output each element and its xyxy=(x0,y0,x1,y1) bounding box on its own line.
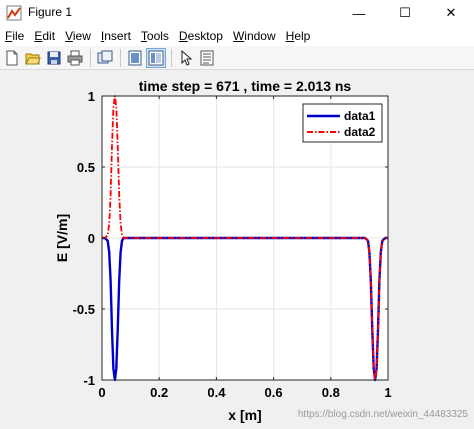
menu-help-mnemonic: H xyxy=(285,29,295,43)
menu-help[interactable]: Help xyxy=(281,29,316,43)
print-button[interactable] xyxy=(65,48,85,68)
watermark-text: https://blog.csdn.net/weixin_44483325 xyxy=(297,409,468,420)
menu-insert-label: nsert xyxy=(104,29,131,43)
plot-lines xyxy=(102,95,388,382)
x-tick-label: 1 xyxy=(384,385,391,400)
legend[interactable]: data1 data2 xyxy=(302,103,383,143)
edit-plot-button[interactable] xyxy=(176,48,196,68)
menu-edit-mnemonic: E xyxy=(34,29,43,43)
figure-canvas: time step = 671 , time = 2.013 ns 0 0.2 0.… xyxy=(0,71,474,424)
new-figure-button[interactable] xyxy=(2,48,22,68)
legend-box xyxy=(302,103,383,143)
x-tick-label: 0.2 xyxy=(150,385,168,400)
menu-tools-label: ools xyxy=(146,29,169,43)
menu-bar: File Edit View Insert Tools Desktop Wind… xyxy=(0,26,474,46)
hide-plot-tools-icon xyxy=(128,50,142,65)
menu-file-label: ile xyxy=(12,29,25,43)
matlab-figure-icon xyxy=(6,5,22,21)
show-plot-tools-icon xyxy=(148,50,164,65)
open-file-button[interactable] xyxy=(23,48,43,68)
print-icon xyxy=(67,50,83,65)
menu-insert[interactable]: Insert xyxy=(96,29,136,43)
property-inspector-button[interactable] xyxy=(197,48,217,68)
y-tick-label: 0.5 xyxy=(77,160,95,175)
menu-view[interactable]: View xyxy=(60,29,96,43)
property-inspector-icon xyxy=(200,50,214,65)
open-file-icon xyxy=(25,53,41,64)
close-button[interactable]: ✕ xyxy=(445,5,457,20)
menu-view-mnemonic: V xyxy=(65,29,73,43)
menu-help-label: elp xyxy=(294,29,311,43)
y-axis-label: E [V/m] xyxy=(54,214,70,262)
menu-desktop[interactable]: Desktop xyxy=(174,29,228,43)
menu-view-label: iew xyxy=(72,29,91,43)
x-tick-label: 0 xyxy=(98,385,105,400)
series-line-data2 xyxy=(102,95,388,381)
toolbar-separator xyxy=(171,48,172,67)
save-icon xyxy=(47,51,61,64)
figure-toolbar xyxy=(0,46,474,70)
menu-edit[interactable]: Edit xyxy=(29,29,60,43)
window-title: Figure 1 xyxy=(28,5,73,19)
save-button[interactable] xyxy=(44,48,64,68)
menu-window-label: indow xyxy=(244,29,276,43)
menu-file[interactable]: File xyxy=(0,29,29,43)
toolbar-separator xyxy=(120,48,121,67)
legend-label-data2: data2 xyxy=(344,125,376,139)
link-plot-icon xyxy=(97,50,113,63)
menu-edit-label: dit xyxy=(42,29,56,43)
x-tick-label: 0.4 xyxy=(207,385,226,400)
x-tick-label: 0.6 xyxy=(265,385,283,400)
x-tick-label: 0.8 xyxy=(322,385,340,400)
menu-desktop-label: esktop xyxy=(187,29,223,43)
y-tick-label: -0.5 xyxy=(73,302,95,317)
hide-plot-tools-button[interactable] xyxy=(125,48,145,68)
menu-desktop-mnemonic: D xyxy=(178,29,188,43)
link-plot-button[interactable] xyxy=(95,48,115,68)
menu-window-mnemonic: W xyxy=(232,29,245,43)
y-tick-label: 1 xyxy=(88,89,95,104)
line-chart: time step = 671 , time = 2.013 ns 0 0.2 0.… xyxy=(54,78,392,423)
menu-tools[interactable]: Tools xyxy=(136,29,174,43)
window-titlebar: Figure 1 — ☐ ✕ xyxy=(0,0,474,27)
menu-file-mnemonic: F xyxy=(5,29,13,43)
new-figure-icon xyxy=(6,50,18,65)
menu-tools-mnemonic: T xyxy=(140,29,147,43)
show-plot-tools-button[interactable] xyxy=(146,47,166,68)
x-axis-label: x [m] xyxy=(228,407,261,423)
edit-plot-icon xyxy=(181,49,193,66)
toolbar-separator xyxy=(90,48,91,67)
legend-label-data1: data1 xyxy=(344,109,376,123)
maximize-button[interactable]: ☐ xyxy=(399,5,411,20)
menu-insert-mnemonic: I xyxy=(100,29,105,43)
chart-title: time step = 671 , time = 2.013 ns xyxy=(139,78,352,94)
y-tick-label: 0 xyxy=(88,231,95,246)
menu-window[interactable]: Window xyxy=(228,29,281,43)
ticks: 0 0.2 0.4 0.6 0.8 1 -1 -0.5 0 0.5 1 xyxy=(73,89,392,400)
minimize-button[interactable]: — xyxy=(352,5,366,21)
y-tick-label: -1 xyxy=(83,373,95,388)
